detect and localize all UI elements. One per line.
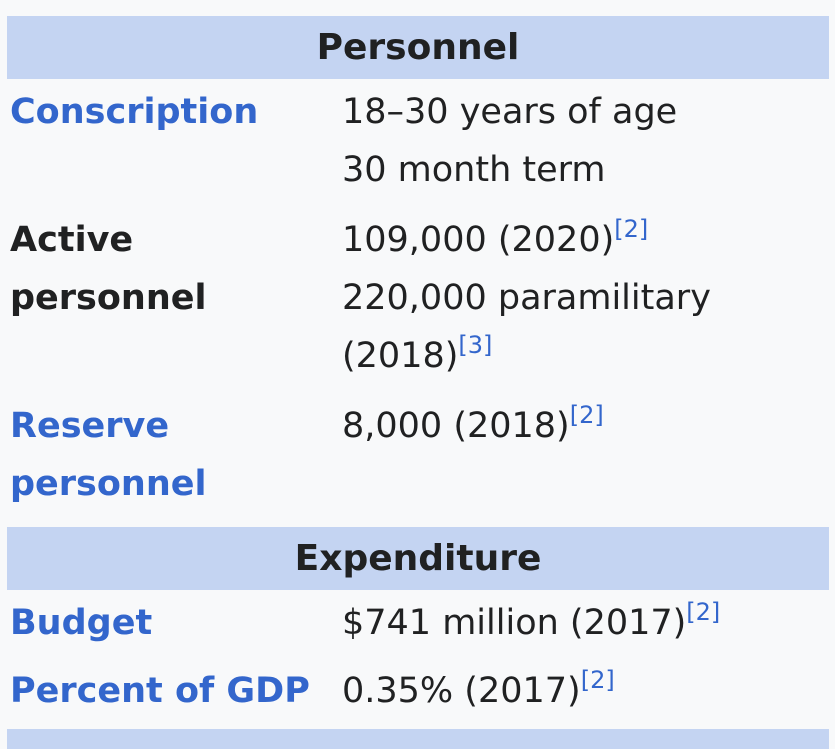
active-personnel-value: 109,000 (2020)[2] 220,000 paramilitary (… xyxy=(340,211,829,385)
paramilitary-year: (2018) xyxy=(342,336,459,376)
reserve-value-line: 8,000 (2018)[2] xyxy=(342,397,829,455)
active-personnel-line3: (2018)[3] xyxy=(342,327,829,385)
percent-of-gdp-link[interactable]: Percent of GDP xyxy=(10,671,310,711)
reserve-label-line2[interactable]: personnel xyxy=(10,464,207,504)
gdp-value: 0.35% (2017)[2] xyxy=(340,662,829,720)
next-section-header xyxy=(7,729,829,749)
ref-link[interactable]: [2] xyxy=(686,598,721,626)
reserve-label-line1[interactable]: Reserve xyxy=(10,406,170,446)
reserve-count: 8,000 (2018) xyxy=(342,406,570,446)
conscription-row: Conscription 18–30 years of age 30 month… xyxy=(7,83,829,199)
ref-link[interactable]: [3] xyxy=(458,331,493,359)
budget-row: Budget $741 million (2017)[2] xyxy=(7,594,829,652)
gdp-row: Percent of GDP 0.35% (2017)[2] xyxy=(7,662,829,720)
paramilitary-count: 220,000 paramilitary xyxy=(342,278,711,318)
budget-amount: $741 million (2017) xyxy=(342,603,687,643)
reserve-personnel-link[interactable]: Reserve personnel xyxy=(7,397,340,513)
conscription-value: 18–30 years of age 30 month term xyxy=(340,83,829,199)
active-count: 109,000 (2020) xyxy=(342,220,615,260)
active-personnel-line1: 109,000 (2020)[2] xyxy=(342,211,829,269)
ref-link[interactable]: [2] xyxy=(580,666,615,694)
reserve-personnel-row: Reserve personnel 8,000 (2018)[2] xyxy=(7,397,829,513)
ref-link[interactable]: [2] xyxy=(614,215,649,243)
conscription-link[interactable]: Conscription xyxy=(10,92,259,132)
budget-value: $741 million (2017)[2] xyxy=(340,594,829,652)
gdp-amount: 0.35% (2017) xyxy=(342,671,581,711)
ref-link[interactable]: [2] xyxy=(569,401,604,429)
active-personnel-label: Active personnel xyxy=(10,220,207,318)
budget-link[interactable]: Budget xyxy=(10,603,153,643)
active-personnel-row: Active personnel 109,000 (2020)[2] 220,0… xyxy=(7,211,829,385)
conscription-term: 30 month term xyxy=(342,150,606,190)
reserve-personnel-value: 8,000 (2018)[2] xyxy=(340,397,829,455)
expenditure-header: Expenditure xyxy=(7,527,829,590)
personnel-header: Personnel xyxy=(7,16,829,79)
conscription-age: 18–30 years of age xyxy=(342,92,678,132)
infobox: Personnel Conscription 18–30 years of ag… xyxy=(7,0,829,720)
